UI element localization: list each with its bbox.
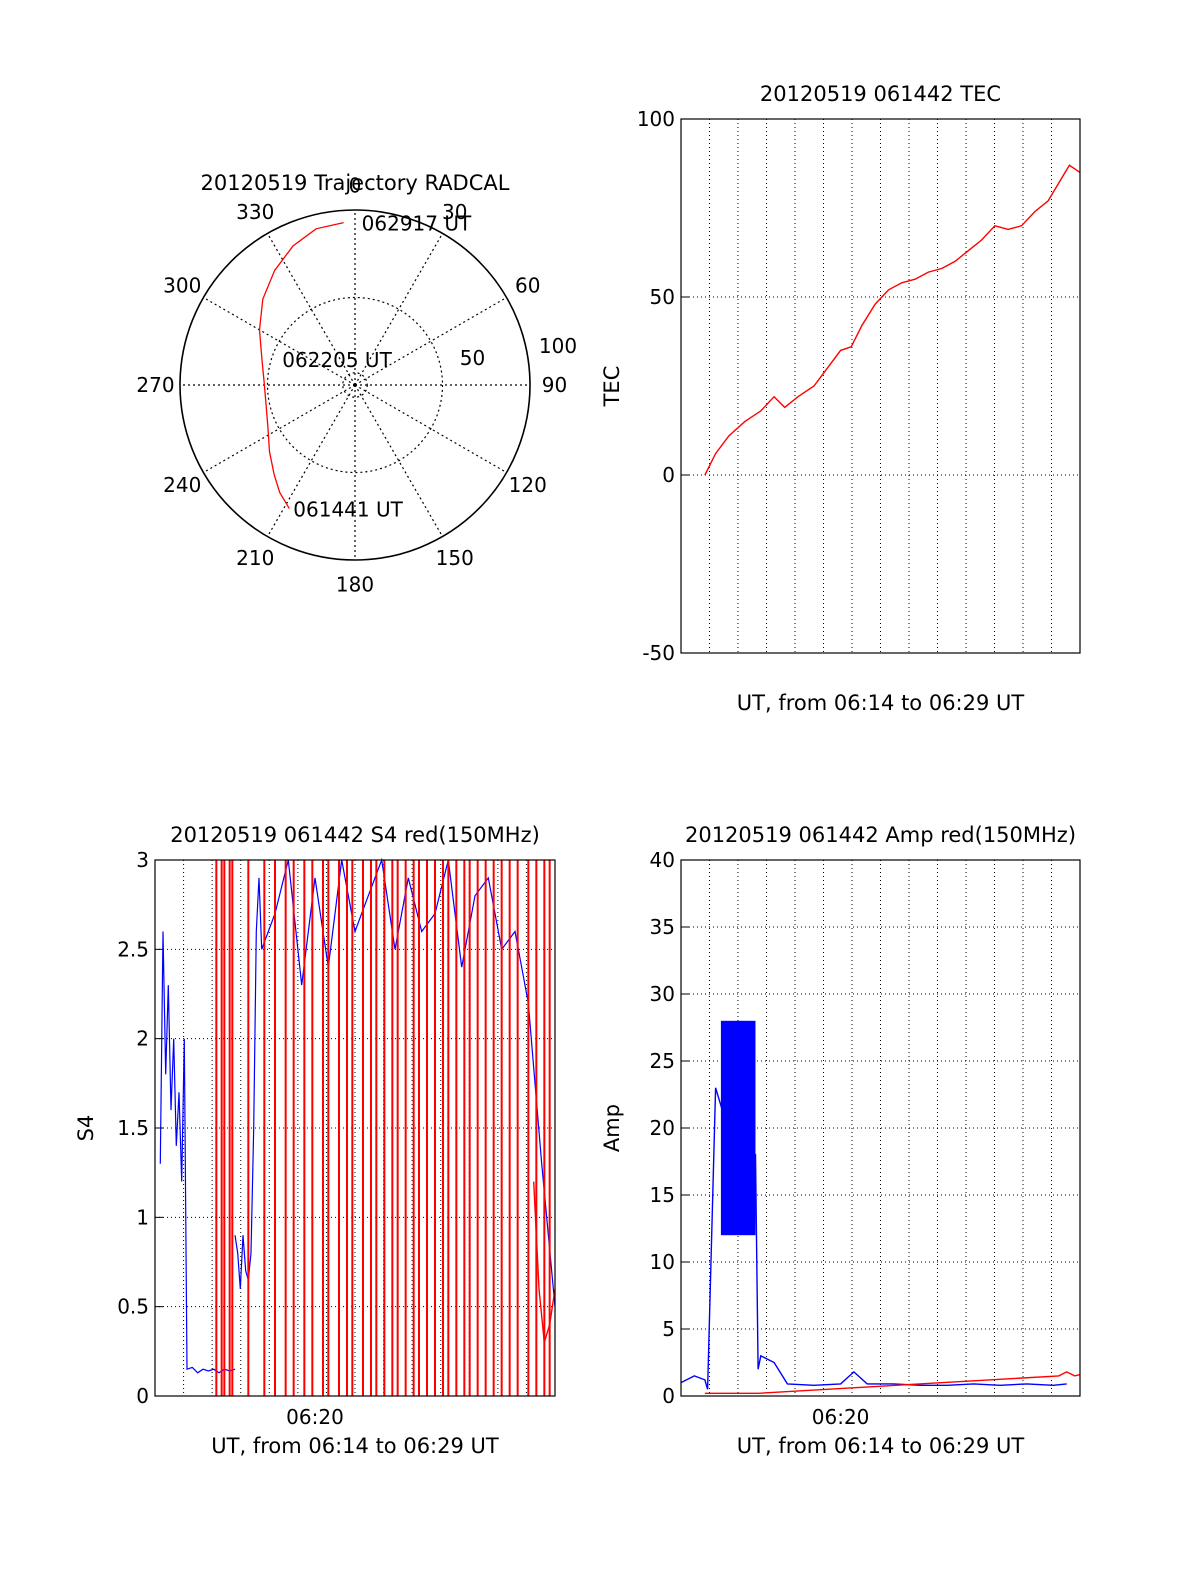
trajectory-annotation: 062205 UT xyxy=(282,348,392,372)
polar-angle-label: 330 xyxy=(236,200,274,224)
polar-outer-ring xyxy=(179,209,531,561)
y-axis-label: Amp xyxy=(600,1104,624,1152)
y-axis-label: S4 xyxy=(74,1115,98,1142)
trajectory-line xyxy=(258,221,344,509)
polar-angle-label: 150 xyxy=(436,546,474,570)
x-axis-label: UT, from 06:14 to 06:29 UT xyxy=(211,1434,499,1458)
y-tick-label: 25 xyxy=(650,1049,675,1073)
x-tick-label: 06:20 xyxy=(286,1405,344,1429)
trajectory-annotation: 062917 UT xyxy=(362,212,472,236)
y-tick-label: 15 xyxy=(650,1183,675,1207)
polar-trajectory-panel: 0 30 60 90 120 150 180 210 240 270 300 330 50 100 0629… xyxy=(136,171,577,597)
series-line-red xyxy=(704,164,1081,476)
y-tick-label: 10 xyxy=(650,1250,675,1274)
polar-spoke xyxy=(266,233,356,386)
y-tick-label: 0 xyxy=(662,1384,675,1408)
y-axis-label: TEC xyxy=(600,366,624,408)
series-tail-red xyxy=(533,1181,556,1343)
plot-frame xyxy=(680,118,1081,654)
polar-ring xyxy=(266,296,444,474)
polar-angle-label: 240 xyxy=(163,473,201,497)
y-tick-label: 0.5 xyxy=(117,1295,149,1319)
x-axis-label: UT, from 06:14 to 06:29 UT xyxy=(737,691,1025,715)
polar-spoke xyxy=(203,384,356,474)
y-tick-label: 5 xyxy=(662,1317,675,1341)
polar-angle-label: 300 xyxy=(163,273,201,297)
polar-spoke xyxy=(354,384,444,537)
series-band-blue xyxy=(720,1020,756,1236)
y-tick-label: 2 xyxy=(136,1027,149,1051)
y-tick-label: 1 xyxy=(136,1205,149,1229)
chart-title: 20120519 061442 S4 red(150MHz) xyxy=(170,823,540,847)
series-line-red xyxy=(704,1371,1081,1395)
chart-title: 20120519 061442 TEC xyxy=(760,82,1001,106)
y-tick-label: 0 xyxy=(662,463,675,487)
y-tick-label: -50 xyxy=(642,641,675,665)
y-tick-label: 50 xyxy=(650,285,675,309)
polar-spoke xyxy=(266,384,356,537)
polar-angle-label: 180 xyxy=(336,573,374,597)
polar-angle-label: 30 xyxy=(442,200,467,224)
y-tick-label: 3 xyxy=(136,848,149,872)
chart-title: 20120519 Trajectory RADCAL xyxy=(201,171,510,195)
series-line-blue xyxy=(159,931,236,1374)
y-tick-label: 1.5 xyxy=(117,1116,149,1140)
y-tick-label: 2.5 xyxy=(117,937,149,961)
polar-angle-label: 120 xyxy=(509,473,547,497)
polar-ring xyxy=(342,372,368,398)
series-line-blue xyxy=(680,1087,1067,1390)
amp-chart-panel: 0 5 10 15 20 25 30 35 40 06:20 20120519 061442 Amp… xyxy=(600,823,1081,1458)
series-line-blue xyxy=(234,857,556,1307)
y-tick-label: 20 xyxy=(650,1116,675,1140)
polar-radial-label: 50 xyxy=(460,346,485,370)
y-tick-label: 0 xyxy=(136,1384,149,1408)
s4-chart-panel: 0 0.5 1 1.5 2 2.5 3 06:20 20120519 061442 S4 red… xyxy=(74,823,556,1458)
y-tick-label: 35 xyxy=(650,915,675,939)
y-tick-label: 40 xyxy=(650,848,675,872)
polar-angle-label: 0 xyxy=(349,174,362,198)
y-tick-label: 30 xyxy=(650,982,675,1006)
polar-spoke xyxy=(203,296,356,386)
polar-angle-label: 210 xyxy=(236,546,274,570)
tec-chart-panel: -50 0 50 100 20120519 061442 TEC UT, from 06:… xyxy=(600,82,1081,715)
polar-spoke xyxy=(354,233,444,386)
trajectory-annotation: 061441 UT xyxy=(293,498,403,522)
polar-angle-label: 60 xyxy=(515,273,540,297)
y-tick-label: 100 xyxy=(637,107,675,131)
chart-title: 20120519 061442 Amp red(150MHz) xyxy=(685,823,1076,847)
polar-angle-label: 90 xyxy=(542,373,567,397)
polar-angle-label: 270 xyxy=(136,373,174,397)
polar-spoke xyxy=(354,384,507,474)
x-tick-label: 06:20 xyxy=(812,1405,870,1429)
polar-spoke xyxy=(354,296,507,386)
polar-radial-label: 100 xyxy=(539,334,577,358)
x-axis-label: UT, from 06:14 to 06:29 UT xyxy=(737,1434,1025,1458)
